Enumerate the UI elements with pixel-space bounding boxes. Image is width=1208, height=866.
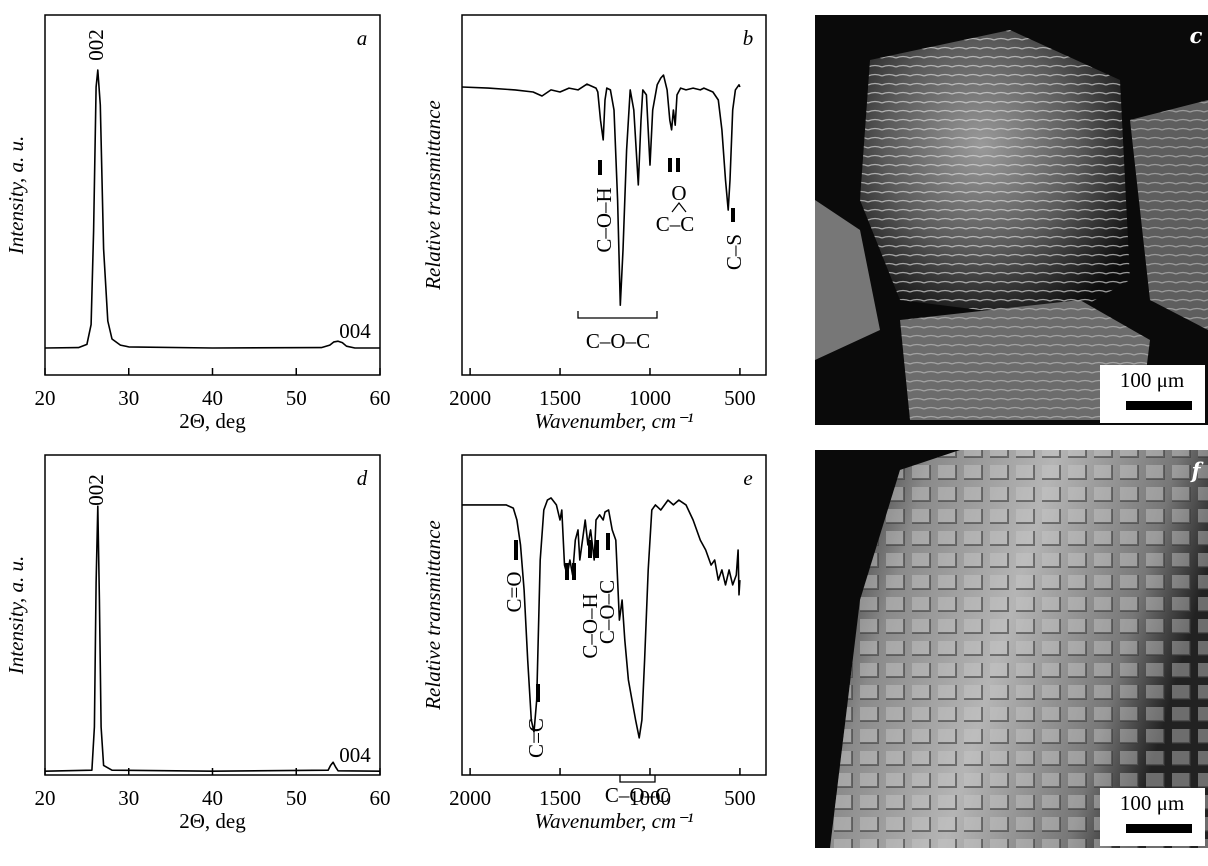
scale-box [1100,788,1205,846]
annotation: C–O–H [592,187,616,252]
x-tick-label: 50 [286,386,307,410]
x-axis-label: 2Θ, deg [179,809,246,833]
x-tick-label: 50 [286,786,307,810]
annotation: 002 [84,474,108,506]
x-axis-label: 2Θ, deg [179,409,246,433]
scale-bar-label: 100 μm [1120,791,1184,815]
x-tick-label: 2000 [449,786,491,810]
spectrum-line [44,505,381,772]
spectrum-line [44,69,380,349]
annotation: 004 [339,319,371,343]
x-tick-label: 20 [35,786,56,810]
annotation: C–O–C [586,329,650,353]
spectrum-line [462,497,741,739]
panel-label: a [357,26,368,50]
annotation: C–C [656,212,695,236]
x-tick-label: 30 [118,386,139,410]
x-tick-label: 500 [724,386,756,410]
plot-frame [44,14,381,376]
x-tick-label: 60 [370,386,391,410]
spectrum-line [461,74,741,306]
panel-label: d [357,466,368,490]
x-axis-label: Wavenumber, cm⁻¹ [535,409,694,433]
plot-frame [461,14,767,376]
x-tick-label: 1500 [539,386,581,410]
plot-frame [461,454,767,776]
bracket [619,775,656,783]
x-tick-label: 1000 [629,386,671,410]
x-tick-label: 30 [118,786,139,810]
x-tick-label: 40 [202,786,223,810]
x-tick-label: 500 [724,786,756,810]
x-tick-label: 20 [35,386,56,410]
sem-image-f [815,450,1208,848]
x-axis-label: Wavenumber, cm⁻¹ [535,809,694,833]
annotation: C–S [722,234,746,270]
annotation: C=C [524,718,548,758]
annotation: O [671,181,686,205]
y-axis-label: Relative transmittance [421,100,445,291]
y-axis-label: Intensity, a. u. [4,556,28,675]
scale-bar [1126,824,1192,833]
image-panel-label: c [1190,23,1203,48]
annotation: C–O–H [578,593,602,658]
bracket [577,311,658,319]
scale-bar [1126,401,1192,410]
x-tick-label: 40 [202,386,223,410]
x-tick-label: 2000 [449,386,491,410]
annotation: 004 [339,743,371,767]
x-tick-label: 1000 [629,786,671,810]
sem-image-c [815,15,1208,425]
y-axis-label: Intensity, a. u. [4,136,28,255]
scale-bar-label: 100 μm [1120,368,1184,392]
annotation: C=O [502,571,526,612]
annotation: 002 [84,29,108,61]
x-tick-label: 1500 [539,786,581,810]
annotation: C–O–C [605,783,669,807]
epoxide-ring [671,202,687,213]
panel-label: e [743,466,752,490]
panel-label: b [743,26,754,50]
scale-box [1100,365,1205,423]
annotation: C–O–C [595,580,619,644]
x-tick-label: 60 [370,786,391,810]
y-axis-label: Relative transmittance [421,520,445,711]
